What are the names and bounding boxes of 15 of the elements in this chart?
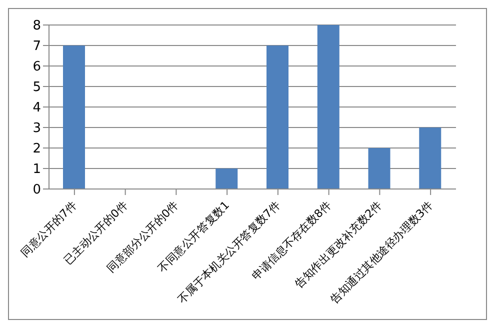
y-tick-label: 1 [32, 162, 41, 178]
bar [266, 46, 288, 189]
bar [216, 168, 238, 189]
y-tick-label: 7 [32, 39, 41, 54]
bar [368, 148, 390, 189]
bar [63, 46, 85, 189]
y-tick-label: 0 [32, 182, 41, 198]
bar [317, 25, 340, 189]
y-tick-label: 2 [32, 142, 41, 157]
bar [419, 128, 442, 189]
y-tick-label: 4 [32, 100, 41, 116]
y-tick-label: 8 [32, 18, 41, 34]
y-tick-label: 6 [32, 60, 41, 75]
y-tick-label: 3 [32, 121, 41, 136]
y-tick-label: 5 [32, 80, 41, 96]
